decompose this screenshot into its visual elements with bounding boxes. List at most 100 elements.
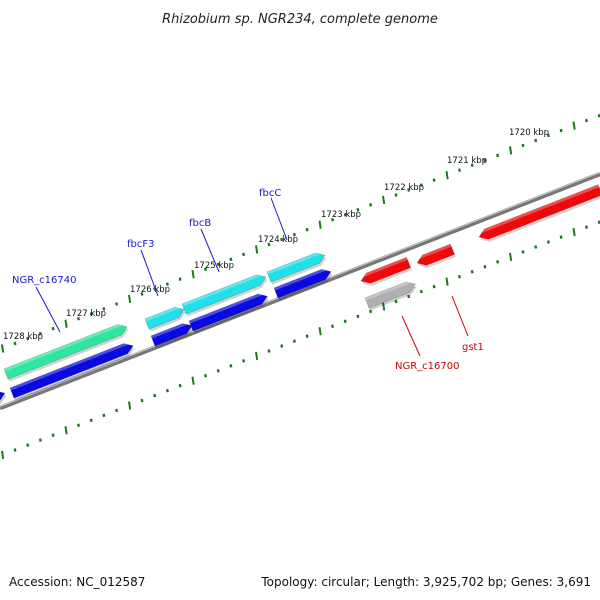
major-tick <box>572 121 576 130</box>
minor-tick <box>38 438 42 442</box>
gene-label-gst1[interactable]: gst1 <box>462 342 484 353</box>
major-tick <box>255 245 259 254</box>
minor-tick <box>546 133 550 138</box>
minor-tick <box>13 448 17 452</box>
major-tick <box>382 195 386 205</box>
minor-tick <box>343 213 347 217</box>
minor-tick <box>305 334 309 338</box>
major-tick <box>191 376 195 385</box>
minor-tick <box>597 113 600 118</box>
gene-fbcc-cds[interactable] <box>273 269 332 299</box>
minor-tick <box>534 245 538 249</box>
major-tick <box>445 277 449 286</box>
gene-fbcb-cds[interactable] <box>188 293 268 332</box>
gene-label-gst1-group: gst1 <box>451 295 484 353</box>
minor-tick <box>369 309 373 314</box>
minor-tick <box>77 423 80 428</box>
feature-track <box>0 184 600 405</box>
minor-tick <box>470 163 474 167</box>
major-tick <box>572 227 576 237</box>
major-tick <box>255 351 259 361</box>
gene-label-ngr-c16700-group: NGR_c16700 <box>395 315 460 372</box>
accession-text: Accession: NC_012587 <box>9 575 145 589</box>
gene-red-1-highlight <box>363 257 408 277</box>
major-tick <box>191 270 195 279</box>
minor-tick <box>407 188 411 192</box>
minor-tick <box>102 307 106 311</box>
gene-fbcf3[interactable] <box>144 306 185 330</box>
gene-ngr-c16740[interactable] <box>3 324 128 380</box>
minor-tick <box>242 252 246 257</box>
gene-ngr-c16700-pseudo[interactable] <box>364 281 416 309</box>
minor-tick <box>369 203 373 207</box>
kbp-label-1727: 1727 kbp <box>66 309 106 319</box>
minor-tick <box>521 250 525 254</box>
minor-tick <box>102 413 106 418</box>
minor-tick <box>419 183 423 187</box>
gene-label-fbcb-group: fbcB <box>189 218 220 273</box>
gene-label-fbcc-group: fbcC <box>259 188 288 241</box>
gene-left-edge-cds[interactable] <box>0 391 6 404</box>
gene-fbcb-highlight <box>182 274 262 307</box>
gene-fbcc-highlight <box>267 252 321 275</box>
minor-tick <box>178 383 182 388</box>
minor-tick <box>140 292 144 296</box>
minor-tick <box>496 153 500 158</box>
minor-tick <box>432 178 436 182</box>
kbp-label-1724: 1724 kbp <box>258 235 298 245</box>
outer-tick-track <box>1 113 600 353</box>
gene-fbcf3-cds-highlight <box>151 323 188 339</box>
gene-fbcf3-cds[interactable] <box>150 323 193 347</box>
minor-tick <box>483 265 487 269</box>
minor-tick <box>343 319 347 324</box>
minor-tick <box>51 433 55 437</box>
minor-tick <box>559 128 563 133</box>
gene-label-ngr-c16740[interactable]: NGR_c16740 <box>12 275 77 286</box>
minor-tick <box>470 270 474 274</box>
minor-tick <box>496 260 500 264</box>
kbp-label-1726: 1726 kbp <box>130 285 170 295</box>
minor-tick <box>280 237 284 242</box>
gene-fbcb[interactable] <box>181 274 267 315</box>
gene-fbcf3-highlight <box>145 307 180 322</box>
minor-tick <box>51 326 55 331</box>
gene-label-ngr-c16740-group: NGR_c16740 <box>12 275 77 333</box>
minor-tick <box>229 364 233 368</box>
major-tick <box>445 170 449 180</box>
minor-tick <box>292 232 296 237</box>
gene-red-2[interactable] <box>416 243 455 266</box>
kbp-label-1721: 1721 kbp <box>447 156 487 166</box>
minor-tick <box>115 302 119 306</box>
gene-label-fbcb[interactable]: fbcB <box>189 218 211 229</box>
gene-red-1[interactable] <box>360 256 411 284</box>
minor-tick <box>305 227 309 232</box>
minor-tick <box>165 388 169 393</box>
gene-ngr-c16740-cds[interactable] <box>9 343 134 399</box>
minor-tick <box>26 336 30 341</box>
minor-tick <box>26 443 30 447</box>
gene-fbcb-cds-highlight <box>189 293 263 324</box>
gene-label-ngr-c16700[interactable]: NGR_c16700 <box>395 361 460 372</box>
minor-tick <box>534 138 538 143</box>
gene-ngr-c16740-highlight <box>4 324 123 372</box>
minor-tick <box>178 277 182 281</box>
major-tick <box>509 146 513 155</box>
minor-tick <box>394 193 398 197</box>
gene-ngr-c16740-cds-highlight <box>10 343 129 391</box>
major-tick <box>509 252 513 262</box>
minor-tick <box>597 220 600 224</box>
gene-label-fbcf3[interactable]: fbcF3 <box>127 239 154 250</box>
inner-tick-track <box>1 220 600 460</box>
minor-tick <box>267 242 271 247</box>
gene-fbcc[interactable] <box>266 252 326 283</box>
minor-tick <box>204 267 207 271</box>
gene-label-fbcf3-group: fbcF3 <box>127 239 159 297</box>
minor-tick <box>216 369 220 373</box>
kbp-label-1722: 1722 kbp <box>384 183 424 193</box>
minor-tick <box>419 289 423 294</box>
gene-label-fbcc[interactable]: fbcC <box>259 188 281 199</box>
major-tick <box>1 344 5 353</box>
minor-tick <box>356 314 360 319</box>
gene-gst1[interactable] <box>478 184 600 240</box>
